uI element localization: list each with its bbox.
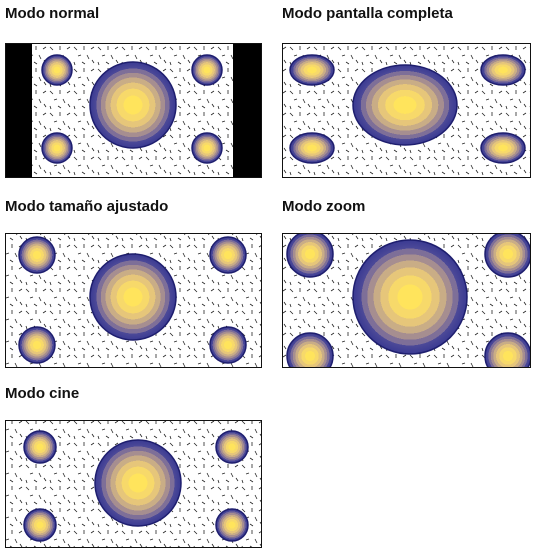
circle-graphic xyxy=(480,132,526,164)
circle-graphic xyxy=(191,54,223,86)
circle-graphic xyxy=(23,508,57,542)
circle-graphic xyxy=(480,54,526,86)
black-bar xyxy=(233,43,262,178)
circle-graphic xyxy=(89,253,177,341)
circle-graphic xyxy=(94,439,182,527)
panel-title: Modo cine xyxy=(5,385,79,402)
panel-title: Modo pantalla completa xyxy=(282,5,454,22)
circle-graphic xyxy=(18,236,56,274)
panel-title: Modo tamaño ajustado xyxy=(5,198,168,215)
screen xyxy=(5,233,262,368)
circle-graphic xyxy=(89,61,177,149)
mode-panel: Modo tamaño ajustado xyxy=(5,198,262,368)
mode-panel: Modo cine xyxy=(5,385,262,548)
circle-graphic xyxy=(484,233,531,278)
screen xyxy=(5,43,262,178)
screen-frame xyxy=(5,420,262,548)
circle-graphic xyxy=(289,54,335,86)
screen-frame xyxy=(5,43,262,178)
circle-graphic xyxy=(23,430,57,464)
circle-graphic xyxy=(352,64,458,146)
screen xyxy=(282,43,531,178)
black-bar xyxy=(5,43,32,178)
circle-graphic xyxy=(209,326,247,364)
circle-graphic xyxy=(286,233,334,278)
screen-frame xyxy=(282,43,531,178)
panel-title: Modo zoom xyxy=(282,198,365,215)
screen-frame xyxy=(282,233,531,368)
circle-graphic xyxy=(289,132,335,164)
circle-graphic xyxy=(352,239,468,355)
mode-panel: Modo normal xyxy=(5,5,262,178)
screen xyxy=(5,420,262,548)
circle-graphic xyxy=(209,236,247,274)
circle-graphic xyxy=(18,326,56,364)
circle-graphic xyxy=(41,132,73,164)
circle-graphic xyxy=(41,54,73,86)
circle-graphic xyxy=(215,430,249,464)
circle-graphic xyxy=(215,508,249,542)
circle-graphic xyxy=(286,332,334,368)
screen-frame xyxy=(5,233,262,368)
mode-panel: Modo zoom xyxy=(282,198,531,368)
mode-panel: Modo pantalla completa xyxy=(282,5,531,178)
circle-graphic xyxy=(484,332,531,368)
circle-graphic xyxy=(191,132,223,164)
panel-title: Modo normal xyxy=(5,5,99,22)
screen xyxy=(282,233,531,368)
